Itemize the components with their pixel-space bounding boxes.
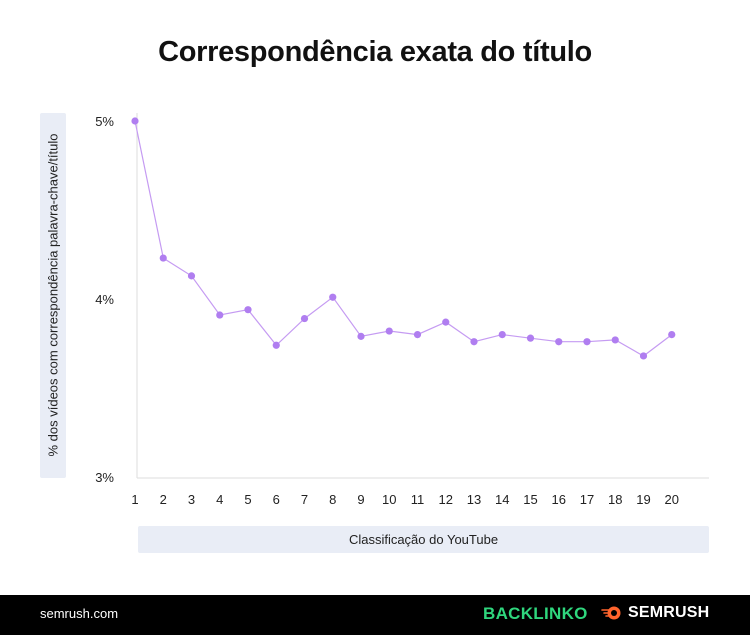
x-ticks: 1 2 3 4 5 6 7 8 9 10 11 12 13 14 15 16 17 18 19 20 bbox=[131, 492, 679, 507]
data-point bbox=[413, 331, 422, 339]
x-axis-label: Classificação do YouTube bbox=[138, 526, 709, 553]
data-point bbox=[583, 338, 591, 346]
y-tick-label: 5% bbox=[95, 114, 114, 129]
y-axis-label-box bbox=[40, 113, 66, 478]
data-point bbox=[357, 332, 365, 340]
x-tick-label: 19 bbox=[636, 492, 650, 507]
data-point bbox=[159, 254, 167, 262]
data-point bbox=[442, 318, 450, 326]
y-tick-label: 4% bbox=[95, 292, 114, 307]
footer-site-link[interactable]: semrush.com bbox=[40, 606, 119, 621]
data-point bbox=[131, 117, 139, 125]
data-point bbox=[385, 327, 393, 335]
data-point bbox=[611, 336, 619, 344]
footer-bar: semrush.com BACKLINKO SEMRUSH bbox=[0, 595, 750, 635]
data-point bbox=[329, 293, 337, 301]
x-tick-label: 3 bbox=[188, 492, 195, 507]
data-point bbox=[300, 314, 309, 323]
data-point bbox=[216, 311, 224, 319]
data-point bbox=[498, 331, 506, 339]
data-point bbox=[555, 338, 563, 346]
data-point bbox=[244, 306, 252, 314]
x-tick-label: 13 bbox=[467, 492, 481, 507]
x-tick-label: 5 bbox=[244, 492, 251, 507]
data-point bbox=[639, 352, 648, 360]
x-tick-label: 16 bbox=[552, 492, 566, 507]
data-points bbox=[131, 117, 676, 360]
x-tick-label: 8 bbox=[329, 492, 336, 507]
series-line bbox=[134, 120, 673, 357]
x-tick-label: 11 bbox=[411, 492, 425, 507]
x-tick-label: 4 bbox=[216, 492, 223, 507]
data-point bbox=[668, 331, 676, 339]
semrush-wordmark: SEMRUSH bbox=[628, 604, 710, 621]
x-tick-label: 18 bbox=[608, 492, 622, 507]
semrush-flame-icon bbox=[601, 606, 621, 620]
y-tick-label: 3% bbox=[95, 470, 114, 485]
semrush-logo: SEMRUSH bbox=[601, 604, 709, 622]
x-tick-label: 12 bbox=[439, 492, 453, 507]
line-chart: 5%4%3% 1 2 3 4 5 6 7 8 9 10 11 12 13 14 15 16 17 18 19 20 bbox=[95, 113, 709, 507]
chart-title: Correspondência exata do título bbox=[158, 36, 592, 68]
x-tick-label: 20 bbox=[665, 492, 679, 507]
data-point bbox=[272, 341, 280, 349]
y-ticks: 5% 4% 3% bbox=[95, 114, 114, 485]
x-tick-label: 15 bbox=[523, 492, 537, 507]
data-point bbox=[526, 334, 535, 342]
x-tick-label: 7 bbox=[301, 492, 308, 507]
backlinko-logo: BACKLINKO bbox=[483, 604, 588, 623]
x-tick-label: 1 bbox=[131, 492, 138, 507]
x-tick-label: 14 bbox=[495, 492, 509, 507]
data-point bbox=[470, 338, 478, 346]
x-tick-label: 10 bbox=[382, 492, 396, 507]
x-tick-label: 2 bbox=[160, 492, 167, 507]
x-tick-label: 17 bbox=[580, 492, 594, 507]
x-tick-label: 6 bbox=[273, 492, 280, 507]
data-point bbox=[187, 272, 196, 280]
x-tick-label: 9 bbox=[357, 492, 364, 507]
